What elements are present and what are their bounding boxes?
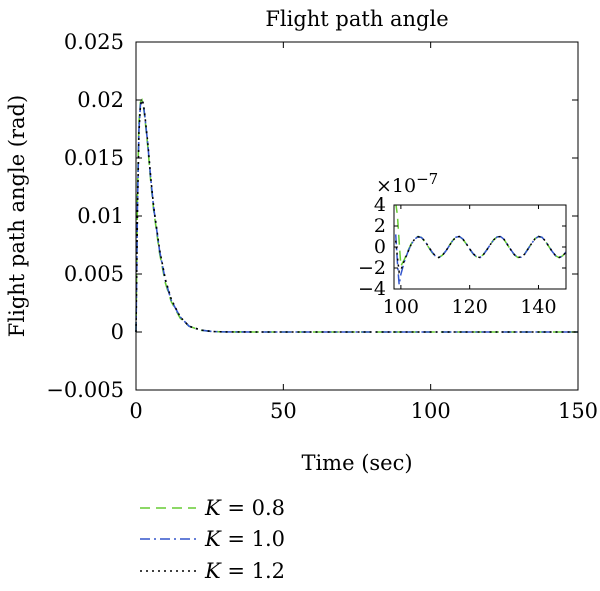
legend: K = 0.8K = 1.0K = 1.2: [140, 496, 285, 583]
main-plot: 0 50 100 1500.0250.020.0150.010.0050−0.005F…: [5, 7, 598, 475]
inset-x-tick-label: 120: [452, 296, 488, 318]
series-line-3: [135, 97, 578, 333]
inset-y-tick-label: −2: [358, 257, 386, 279]
inset-x-tick-label: 100: [383, 296, 419, 318]
inset-y-multiplier-exponent: −7: [416, 170, 438, 188]
inset-y-tick-label: 2: [374, 215, 386, 237]
legend-label-value: = 1.2: [221, 559, 285, 583]
inset-series-group: [394, 205, 566, 285]
y-tick-label: 0.015: [64, 146, 124, 170]
x-tick-label: 100: [411, 399, 451, 423]
inset-series-line-2: [394, 234, 566, 285]
y-tick-label: 0: [111, 320, 124, 344]
legend-label-symbol: K: [204, 559, 222, 583]
inset-y-tick-label: 4: [374, 194, 386, 216]
y-tick-label: −0.005: [46, 378, 124, 402]
inset-y-tick-label: 0: [374, 236, 386, 258]
y-tick-label: 0.025: [64, 30, 124, 54]
x-tick-label: 50: [270, 399, 297, 423]
inset-background: [394, 205, 566, 289]
x-tick-label: 150: [558, 399, 598, 423]
legend-label-2: K = 1.0: [204, 527, 285, 551]
inset-plot: 100 120 140 420−2−4 ×10−7: [358, 170, 567, 318]
inset-y-multiplier: ×10−7: [376, 170, 438, 197]
y-tick-label: 0.01: [77, 204, 124, 228]
y-tick-label: 0.005: [64, 262, 124, 286]
y-tick-label: 0.02: [77, 88, 124, 112]
chart-title: Flight path angle: [265, 7, 448, 31]
legend-label-symbol: K: [204, 527, 222, 551]
legend-label-value: = 1.0: [221, 527, 285, 551]
x-tick-label: 0: [129, 399, 142, 423]
legend-label-3: K = 1.2: [204, 559, 285, 583]
legend-label-1: K = 0.8: [204, 496, 285, 520]
inset-y-tick-label: −4: [358, 278, 386, 300]
legend-label-value: = 0.8: [221, 496, 285, 520]
legend-label-symbol: K: [204, 496, 222, 520]
y-axis-label: Flight path angle (rad): [5, 95, 29, 337]
inset-x-tick-label: 140: [520, 296, 556, 318]
x-axis-label: Time (sec): [301, 451, 412, 475]
